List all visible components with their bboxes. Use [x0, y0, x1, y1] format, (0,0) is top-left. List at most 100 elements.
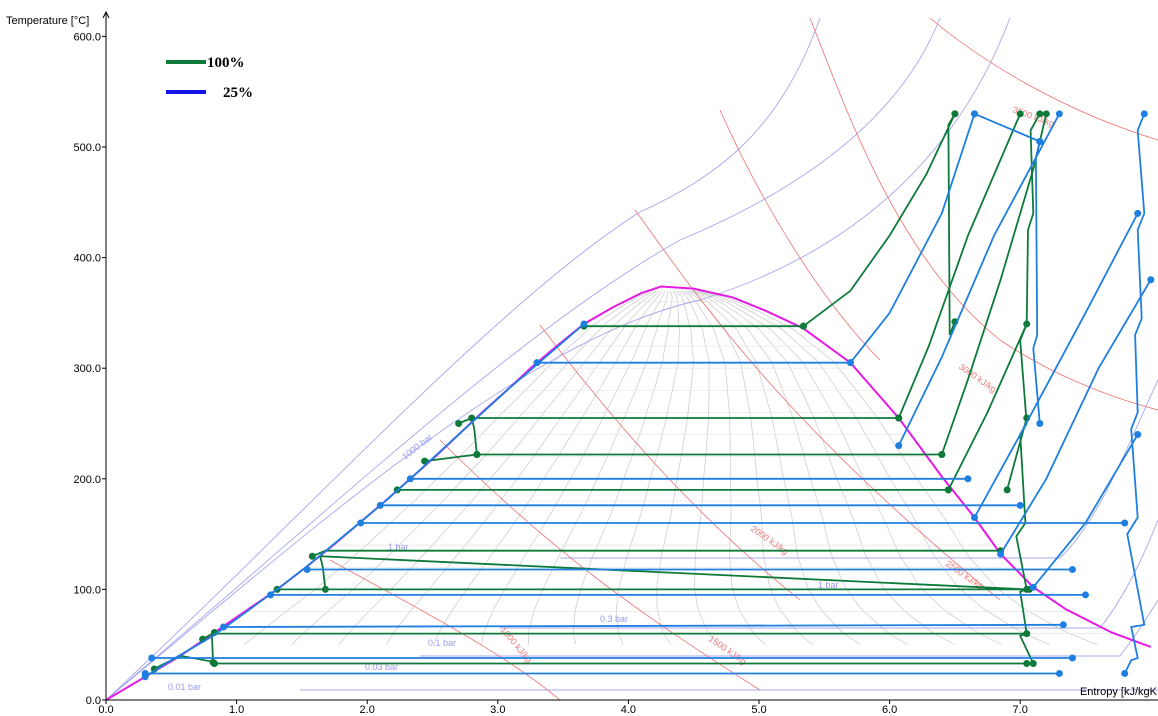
cycle-line — [311, 549, 1001, 558]
state-point — [1055, 669, 1063, 677]
x-tick-label: 1.0 — [229, 704, 244, 716]
isenthalp-line — [929, 17, 1158, 141]
isenthalp-label: 1500 kJ/kg — [707, 633, 748, 666]
state-point — [1121, 669, 1129, 677]
x-tick-label: 6.0 — [882, 704, 897, 716]
cycle-line — [319, 555, 1027, 591]
state-point — [1036, 420, 1044, 427]
cycle-line — [144, 323, 585, 678]
isenthalp-label: 3000 kJ/kg — [957, 361, 998, 394]
state-point — [944, 486, 952, 494]
state-point — [148, 654, 156, 662]
y-axis-arrow — [102, 10, 110, 19]
state-point — [533, 359, 541, 367]
y-tick-label: 100.0 — [73, 584, 101, 596]
state-point — [473, 450, 481, 458]
x-tick-label: 3.0 — [490, 704, 505, 716]
state-point — [376, 501, 384, 509]
y-tick-label: 200.0 — [73, 474, 101, 486]
quality-line — [385, 290, 660, 645]
state-point — [1016, 501, 1024, 509]
state-point — [1055, 110, 1063, 118]
state-point — [1147, 276, 1155, 284]
state-point — [308, 552, 316, 560]
cycle-line — [947, 113, 956, 336]
state-point — [1042, 110, 1050, 118]
state-point — [406, 475, 414, 483]
state-point — [220, 623, 228, 631]
state-point — [895, 442, 903, 450]
isenthalp-line — [809, 17, 1158, 411]
y-axis-title: Temperature [°C] — [6, 15, 89, 27]
cycle-line — [974, 112, 1041, 143]
isenthalp-line — [634, 209, 1001, 601]
state-point — [1121, 519, 1129, 527]
isobar-label: 0.01 bar — [168, 682, 201, 692]
y-tick-label: 500.0 — [73, 142, 101, 154]
state-point — [938, 450, 946, 458]
state-point — [895, 414, 903, 422]
state-point — [1029, 660, 1037, 668]
quality-line — [291, 290, 654, 645]
cycle-line — [1032, 434, 1139, 588]
cycle-line — [470, 417, 899, 455]
isobar-label: 0.03 bar — [365, 662, 398, 672]
isenthalp-line — [329, 559, 561, 701]
cycle-line — [947, 323, 1028, 491]
state-point — [1134, 431, 1142, 439]
cycle-line — [1032, 141, 1041, 424]
state-point — [1068, 654, 1076, 662]
isobar-label: 1 bar — [818, 580, 839, 590]
state-point — [1140, 110, 1148, 118]
state-point — [267, 591, 275, 599]
state-point — [997, 550, 1005, 558]
legend-label: 25% — [223, 85, 253, 101]
y-tick-label: 300.0 — [73, 363, 101, 375]
quality-line — [683, 290, 814, 646]
isobar-label: 1 bar — [388, 542, 409, 552]
isobar-label: 1000 bar — [400, 432, 434, 462]
quality-line — [700, 290, 1098, 646]
y-tick-label: 400.0 — [73, 253, 101, 265]
quality-line — [480, 290, 666, 645]
quality-line — [681, 290, 766, 645]
x-tick-label: 7.0 — [1013, 704, 1028, 716]
cycle-line — [849, 113, 976, 364]
state-point — [951, 110, 959, 118]
legend-label: 100% — [207, 55, 245, 71]
quality-line — [678, 290, 719, 645]
state-point — [455, 420, 463, 427]
state-point — [580, 320, 588, 328]
quality-line — [528, 290, 668, 645]
x-tick-label: 0.0 — [98, 704, 113, 716]
cycle-line — [1123, 113, 1146, 674]
isenthalp-line — [719, 109, 881, 361]
state-point — [357, 519, 365, 527]
state-point — [799, 322, 807, 330]
cycle-line — [424, 453, 478, 462]
state-point — [1036, 137, 1044, 145]
state-point — [303, 565, 311, 573]
isobar-line — [105, 17, 1011, 701]
cycle-line — [973, 212, 1139, 518]
state-point — [1036, 110, 1044, 118]
cycle-line — [897, 113, 1061, 446]
isobar-label: 0.1 bar — [428, 638, 456, 648]
cycle-line — [897, 113, 1022, 419]
state-point — [970, 110, 978, 118]
y-tick-label: 600.0 — [73, 31, 101, 43]
isobar-label: 0.3 bar — [600, 614, 628, 624]
state-point — [1029, 583, 1037, 591]
cycle-series-layer — [141, 110, 1155, 681]
quality-line — [689, 290, 908, 646]
quality-line — [433, 290, 663, 645]
x-tick-label: 4.0 — [621, 704, 636, 716]
x-axis-title: Entropy [kJ/kgK — [1080, 686, 1158, 698]
quality-line — [338, 290, 657, 645]
state-point — [1134, 209, 1142, 217]
cycle-line — [802, 113, 956, 327]
quality-line — [615, 290, 681, 645]
state-point — [468, 414, 476, 422]
quality-line — [692, 290, 956, 646]
